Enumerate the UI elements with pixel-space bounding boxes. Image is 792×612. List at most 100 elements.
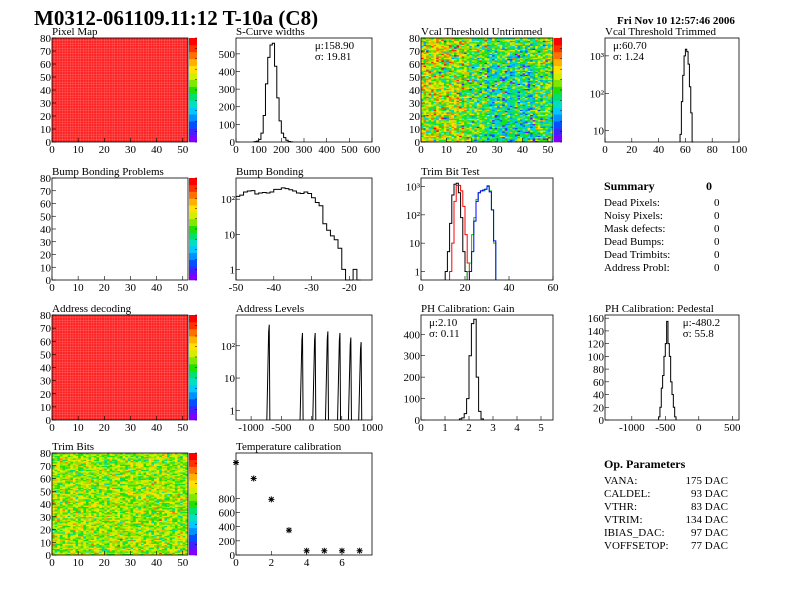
heatmap-cell [471, 97, 475, 100]
heatmap-cell [517, 132, 521, 135]
heatmap-cell [421, 97, 424, 100]
heatmap-cell [527, 108, 531, 110]
heatmap-cell [540, 93, 544, 96]
heatmap-cell [509, 41, 513, 44]
heatmap-cell [542, 126, 546, 128]
heatmap-cell [522, 54, 526, 57]
heatmap-cell [497, 88, 500, 91]
heatmap-cell [507, 60, 511, 62]
heatmap-cell [550, 71, 554, 74]
heatmap-cell [542, 83, 546, 86]
heatmap-cell [509, 118, 513, 121]
heatmap-cell [466, 73, 470, 75]
heatmap-cell [525, 129, 528, 131]
heatmap-cell [436, 132, 440, 135]
heatmap-cell [542, 39, 546, 41]
heatmap-cell [471, 106, 475, 109]
heatmap-cell [517, 69, 521, 71]
heatmap-cell [67, 549, 71, 552]
heatmap-cell [514, 138, 518, 140]
heatmap-cell [550, 39, 554, 41]
heatmap-cell [542, 67, 546, 70]
heatmap-cell [469, 134, 473, 136]
heatmap-cell [431, 91, 434, 93]
heatmap-cell [441, 41, 445, 44]
heatmap-cell [535, 45, 539, 48]
heatmap-cell [527, 96, 531, 99]
heatmap-cell [454, 53, 457, 56]
heatmap-cell [537, 49, 541, 52]
colorbar-segment [554, 121, 562, 129]
heatmap-cell [537, 83, 541, 86]
heatmap-cell [428, 48, 432, 50]
heatmap-cell [441, 136, 445, 139]
heatmap-cell [428, 101, 432, 104]
heatmap-cell [459, 49, 462, 52]
heatmap-cell [448, 82, 452, 84]
heatmap-cell [522, 109, 526, 112]
heatmap-cell [484, 106, 488, 109]
heatmap-cell [507, 79, 511, 82]
heatmap-cell [451, 53, 455, 56]
heatmap-cell [59, 525, 63, 528]
heatmap-cell [461, 123, 465, 126]
heatmap-cell [517, 77, 521, 79]
heatmap-cell [57, 519, 61, 521]
heatmap-cell [537, 74, 541, 76]
heatmap-cell [476, 123, 480, 126]
heatmap-cell [550, 43, 554, 45]
heatmap-cell [426, 101, 429, 104]
heatmap-cell [421, 134, 424, 136]
heatmap-cell [550, 90, 554, 92]
heatmap-cell [459, 91, 462, 93]
address-peak [347, 337, 352, 421]
heatmap-cell [514, 86, 518, 88]
heatmap-cell [514, 43, 518, 45]
heatmap-cell [532, 71, 536, 74]
heatmap-cell [426, 79, 429, 82]
heatmap-cell [502, 79, 506, 82]
heatmap-cell [550, 45, 554, 48]
x-tick-label: 400 [318, 144, 335, 156]
heatmap-cell [540, 96, 544, 99]
heatmap-cell [433, 97, 437, 100]
x-tick-label: 200 [273, 144, 290, 156]
heatmap-cell [65, 530, 68, 533]
heatmap-cell [448, 135, 452, 138]
heatmap-cell [479, 41, 483, 44]
heatmap-cell [517, 118, 521, 121]
heatmap-cell [448, 90, 452, 92]
heatmap-cell [54, 546, 58, 548]
heatmap-cell [448, 77, 452, 79]
heatmap-cell [540, 51, 544, 53]
heatmap-cell [67, 523, 71, 525]
heatmap-cell [59, 553, 63, 556]
heatmap-cell [448, 70, 452, 73]
heatmap-cell [443, 90, 447, 92]
heatmap-cell [479, 57, 483, 60]
heatmap-cell [527, 66, 531, 69]
heatmap-cell [456, 44, 460, 47]
heatmap-cell [507, 70, 511, 73]
heatmap-cell [517, 70, 521, 73]
heatmap-cell [522, 122, 526, 125]
heatmap-cell [504, 88, 508, 91]
heatmap-cell [481, 73, 485, 75]
heatmap-cell [527, 91, 531, 93]
heatmap-cell [522, 93, 526, 96]
heatmap-cell [492, 131, 495, 134]
heatmap-cell [446, 108, 450, 110]
heatmap-cell [52, 547, 55, 549]
heatmap-cell [504, 121, 508, 123]
heatmap-cell [530, 86, 533, 88]
heatmap-cell [514, 117, 518, 119]
heatmap-cell [512, 104, 516, 106]
heatmap-cell [535, 103, 539, 105]
heatmap-cell [509, 77, 513, 79]
heatmap-cell [52, 511, 55, 514]
heatmap-cell [448, 110, 452, 113]
heatmap-cell [423, 91, 427, 93]
heatmap-cell [514, 80, 518, 83]
heatmap-cell [476, 44, 480, 47]
heatmap-cell [525, 40, 528, 43]
